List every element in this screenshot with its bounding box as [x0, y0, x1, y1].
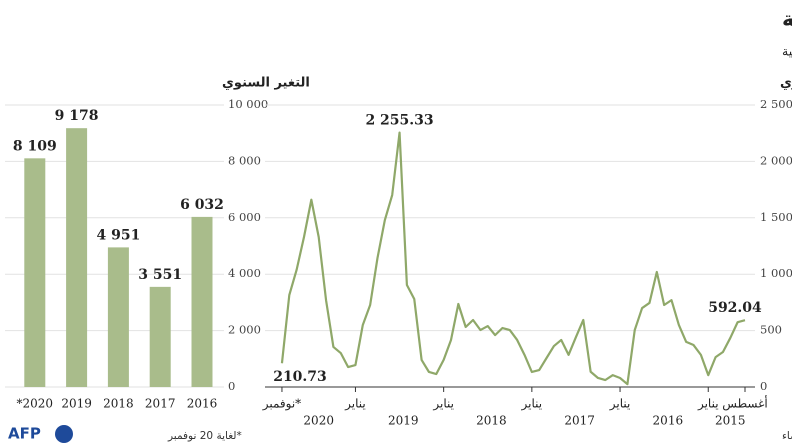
y-tick-label: 500 [760, 323, 782, 337]
y-tick-label: 4 000 [228, 266, 261, 280]
year-label: 2019 [388, 414, 419, 428]
value-label: 6 032 [180, 197, 224, 213]
line [280, 131, 746, 386]
y-tick-label: 2 000 [228, 323, 261, 337]
bar [66, 128, 88, 387]
y-tick-label: 0 [760, 379, 767, 393]
x-tick-label: نوفمبر* [262, 397, 301, 411]
footnote: *لغاية 20 نوفمبر [167, 430, 242, 442]
value-label: 210.73 [273, 369, 327, 385]
value-label: 4 951 [96, 227, 140, 243]
line-axis-title: التغير الشهري [780, 76, 792, 91]
source: المصدر: المعهد الوطني لأبحاث الفضاء [782, 429, 792, 442]
x-tick-label: يناير [344, 397, 366, 411]
bar [191, 216, 213, 387]
x-tick-label: يناير [521, 397, 543, 411]
bar [24, 158, 46, 387]
y-tick-label: 10 000 [228, 97, 268, 111]
y-tick-label: 1 500 [760, 210, 792, 224]
title: إزالة الغابات في منطقة الأمازون البرازيل… [782, 5, 792, 31]
x-tick-label: 2016 [187, 397, 218, 411]
value-label: 9 178 [55, 108, 99, 124]
value-label: 592.04 [708, 300, 762, 316]
value-label: 8 109 [13, 138, 57, 154]
value-label: 3 551 [138, 267, 182, 283]
y-tick-label: 2 000 [760, 153, 792, 167]
x-tick-label: أغسطس [722, 396, 767, 411]
year-label: 2020 [303, 414, 334, 428]
y-tick-label: 0 [228, 379, 235, 393]
x-tick-label: *2020 [17, 397, 54, 411]
x-tick-label: يناير [432, 397, 454, 411]
year-label: 2017 [564, 414, 595, 428]
x-tick-label: يناير [609, 397, 631, 411]
subtitle: بالكيلومتر المربع، وفقا لنظام «ديتر» الذ… [782, 43, 792, 60]
x-tick-label: 2018 [103, 397, 134, 411]
y-tick-label: 8 000 [228, 153, 261, 167]
bar [107, 247, 129, 387]
logo: AFP [8, 425, 41, 443]
y-tick-label: 6 000 [228, 210, 261, 224]
year-label: 2016 [653, 414, 684, 428]
bar [149, 286, 171, 387]
year-label: 2018 [476, 414, 507, 428]
x-tick-label: يناير [697, 397, 719, 411]
y-tick-label: 2 500 [760, 97, 792, 111]
x-tick-label: 2017 [145, 397, 176, 411]
bar-axis-title: التغير السنوي [222, 76, 310, 91]
value-label: 2 255.33 [365, 113, 433, 129]
x-tick-label: 2019 [61, 397, 92, 411]
logo-circle [55, 425, 73, 443]
y-tick-label: 1 000 [760, 266, 792, 280]
year-label: 2015 [715, 414, 746, 428]
